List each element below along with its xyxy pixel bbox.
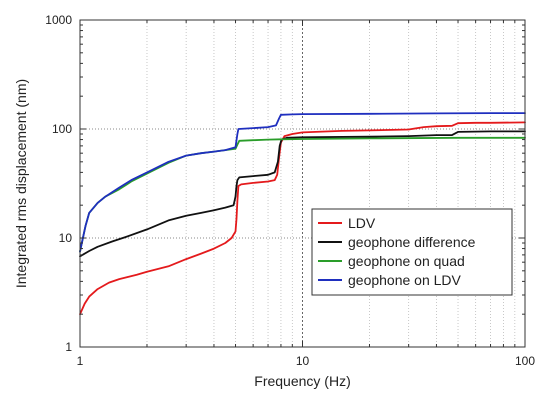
y-tick-label: 1 (65, 340, 72, 354)
legend-label: geophone on quad (348, 253, 465, 269)
x-tick-label: 1 (77, 354, 84, 368)
series-line-1 (79, 121, 526, 316)
y-axis-title: Integrated rms displacement (nm) (13, 79, 29, 288)
series-line-4 (79, 112, 526, 253)
series-line-2 (79, 130, 526, 258)
axis-ticks: 1 10 100 1 10 100 1000 (45, 13, 535, 368)
legend: LDV geophone difference geophone on quad ge… (311, 208, 513, 296)
legend-label: geophone on LDV (348, 272, 462, 288)
grid (80, 20, 525, 347)
x-tick-label: 100 (515, 354, 535, 368)
series-lines (79, 112, 526, 316)
x-axis-title: Frequency (Hz) (254, 373, 350, 389)
legend-box (311, 208, 513, 296)
legend-label: LDV (348, 215, 376, 231)
y-tick-label: 100 (52, 122, 72, 136)
x-tick-label: 10 (296, 354, 310, 368)
legend-label: geophone difference (348, 234, 476, 250)
y-tick-label: 1000 (45, 13, 72, 27)
y-tick-label: 10 (59, 231, 73, 245)
